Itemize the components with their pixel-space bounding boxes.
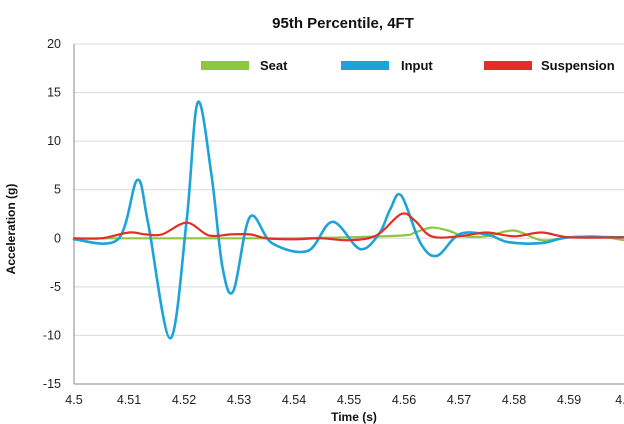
legend-swatch-input <box>341 61 389 70</box>
legend-label-input: Input <box>401 58 433 73</box>
x-tick-label: 4.56 <box>392 393 416 407</box>
y-tick-label: -5 <box>50 280 61 294</box>
x-tick-label: 4.53 <box>227 393 251 407</box>
y-axis-label: Acceleration (g) <box>4 184 18 275</box>
x-tick-label: 4.57 <box>447 393 471 407</box>
x-tick-label: 4.6 <box>615 393 624 407</box>
x-tick-label: 4.55 <box>337 393 361 407</box>
x-tick-label: 4.59 <box>557 393 581 407</box>
grid-lines <box>74 43 624 385</box>
y-tick-label: 5 <box>54 183 61 197</box>
y-tick-label: 20 <box>47 37 61 51</box>
y-tick-label: -10 <box>43 328 61 342</box>
legend: Seat Input Suspension <box>201 58 615 73</box>
x-tick-label: 4.54 <box>282 393 306 407</box>
series-line-suspension <box>72 212 624 242</box>
x-tick-label: 4.52 <box>172 393 196 407</box>
legend-swatch-suspension <box>484 61 532 70</box>
x-tick-label: 4.5 <box>65 393 82 407</box>
legend-swatch-seat <box>201 61 249 70</box>
y-tick-labels: 20 15 10 5 0 -5 -10 -15 <box>43 37 61 391</box>
legend-label-seat: Seat <box>260 58 288 73</box>
y-tick-label: 10 <box>47 134 61 148</box>
series-line-seat <box>72 226 624 242</box>
x-tick-labels: 4.5 4.51 4.52 4.53 4.54 4.55 4.56 4.57 4.58 4.59 4… <box>65 393 624 407</box>
y-tick-label: 0 <box>54 231 61 245</box>
axes <box>73 44 624 385</box>
chart-title: 95th Percentile, 4FT <box>272 15 414 32</box>
y-tick-label: 15 <box>47 86 61 100</box>
x-tick-label: 4.51 <box>117 393 141 407</box>
series-line-input <box>72 100 624 340</box>
x-tick-label: 4.58 <box>502 393 526 407</box>
x-axis-label: Time (s) <box>331 410 377 424</box>
y-tick-label: -15 <box>43 377 61 391</box>
series-lines <box>72 100 624 340</box>
legend-label-suspension: Suspension <box>541 58 615 73</box>
